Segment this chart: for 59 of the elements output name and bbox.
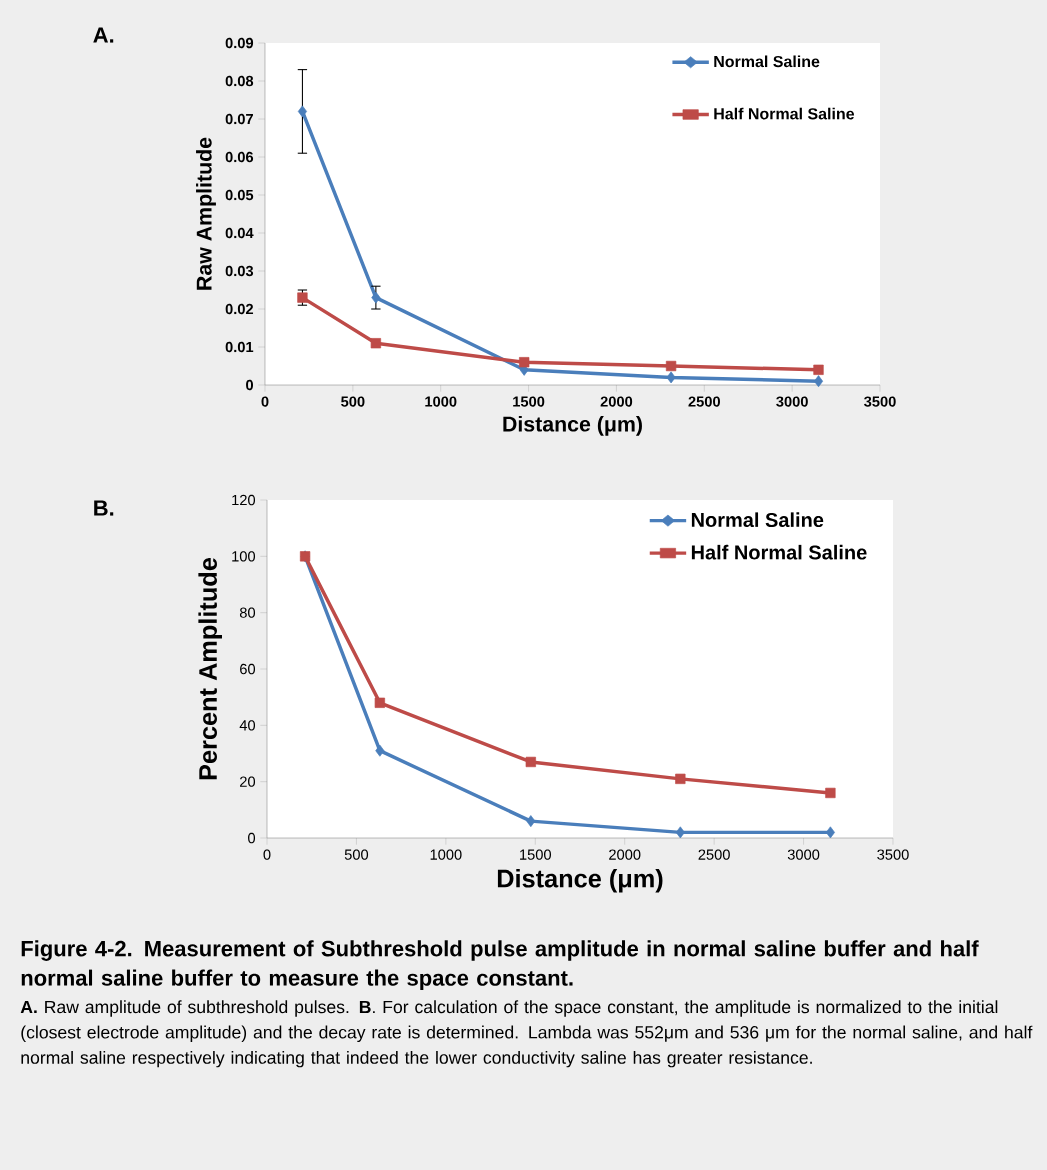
x-tick-label: 500 (344, 849, 369, 860)
x-axis-title: Distance (μm) (497, 868, 663, 893)
y-tick-label: 40 (239, 720, 256, 731)
x-tick-label: 2500 (698, 849, 730, 860)
x-tick-label: 500 (341, 396, 365, 407)
x-tick-label: 3000 (776, 396, 808, 407)
y-tick-label: 0 (248, 832, 256, 844)
chart-title: A. (93, 27, 114, 43)
y-tick-label: 0.05 (225, 189, 254, 201)
legend-label: Normal Saline (714, 55, 820, 68)
x-tick-label: 3500 (877, 849, 909, 860)
x-axis-title: Distance (μm) (503, 415, 642, 436)
point (374, 697, 385, 708)
y-tick-label: 0 (246, 379, 254, 391)
point (375, 744, 385, 757)
caption: Figure 4-2. Measurement of Subthreshold pulse amplitude in normal saline buffer and half normal saline buffer to measure the space constant. (21, 940, 979, 991)
y-tick-label: 80 (239, 607, 256, 618)
x-tick-label: 1000 (425, 396, 457, 407)
x-tick-label: 0 (261, 396, 269, 407)
point (825, 787, 836, 799)
text: A. Raw amplitude of subthreshold pulses. B. For calculation of the space constant, the amplitude is normalized to the initial (closest electrode amplitude) and the decay rate is determined. Lambda was 552μm and 536 μm for the normal saline, and half normal saline respectively indicating that indeed the lower conductivity saline has greater resistance. (20, 1000, 1033, 1068)
y-tick-label: 0.09 (225, 37, 254, 49)
y-tick-label: 0.02 (225, 303, 254, 315)
point (665, 360, 677, 372)
point (297, 105, 307, 118)
y-tick-label: 60 (240, 663, 256, 675)
y-axis-title: Percent Amplitude (198, 557, 222, 780)
x-tick-label: 2000 (609, 849, 641, 860)
y-tick-label: 0.07 (225, 113, 253, 125)
point (666, 371, 676, 384)
point (519, 357, 530, 368)
point (813, 364, 824, 375)
point (675, 826, 685, 839)
point (526, 815, 536, 828)
x-tick-label: 0 (263, 849, 271, 860)
x-tick-label: 1500 (520, 849, 551, 860)
x-tick-label: 3500 (864, 396, 896, 407)
legend-label: Half Normal Saline (714, 107, 855, 120)
y-tick-label: 100 (232, 551, 256, 562)
x-tick-label: 3000 (787, 849, 820, 860)
chart-title: B. (94, 500, 114, 516)
x-tick-label: 2500 (688, 396, 720, 407)
y-tick-label: 0.03 (225, 265, 254, 277)
x-tick-label: 2000 (600, 396, 633, 407)
y-tick-label: 0.06 (225, 151, 254, 163)
x-tick-label: 1000 (430, 849, 462, 860)
point (525, 756, 536, 768)
y-tick-label: 0.08 (225, 75, 254, 87)
legend-label: Half Normal Saline (691, 544, 867, 560)
x-tick-label: 1500 (513, 396, 545, 407)
point (370, 338, 382, 349)
y-tick-label: 0.04 (225, 227, 254, 239)
y-axis-title: Raw Amplitude (196, 137, 216, 290)
point (675, 773, 686, 784)
y-tick-label: 0.01 (225, 341, 254, 353)
y-tick-label: 20 (240, 776, 256, 787)
point (371, 291, 381, 304)
legend-label: Normal Saline (691, 512, 824, 528)
y-tick-label: 120 (232, 494, 256, 506)
